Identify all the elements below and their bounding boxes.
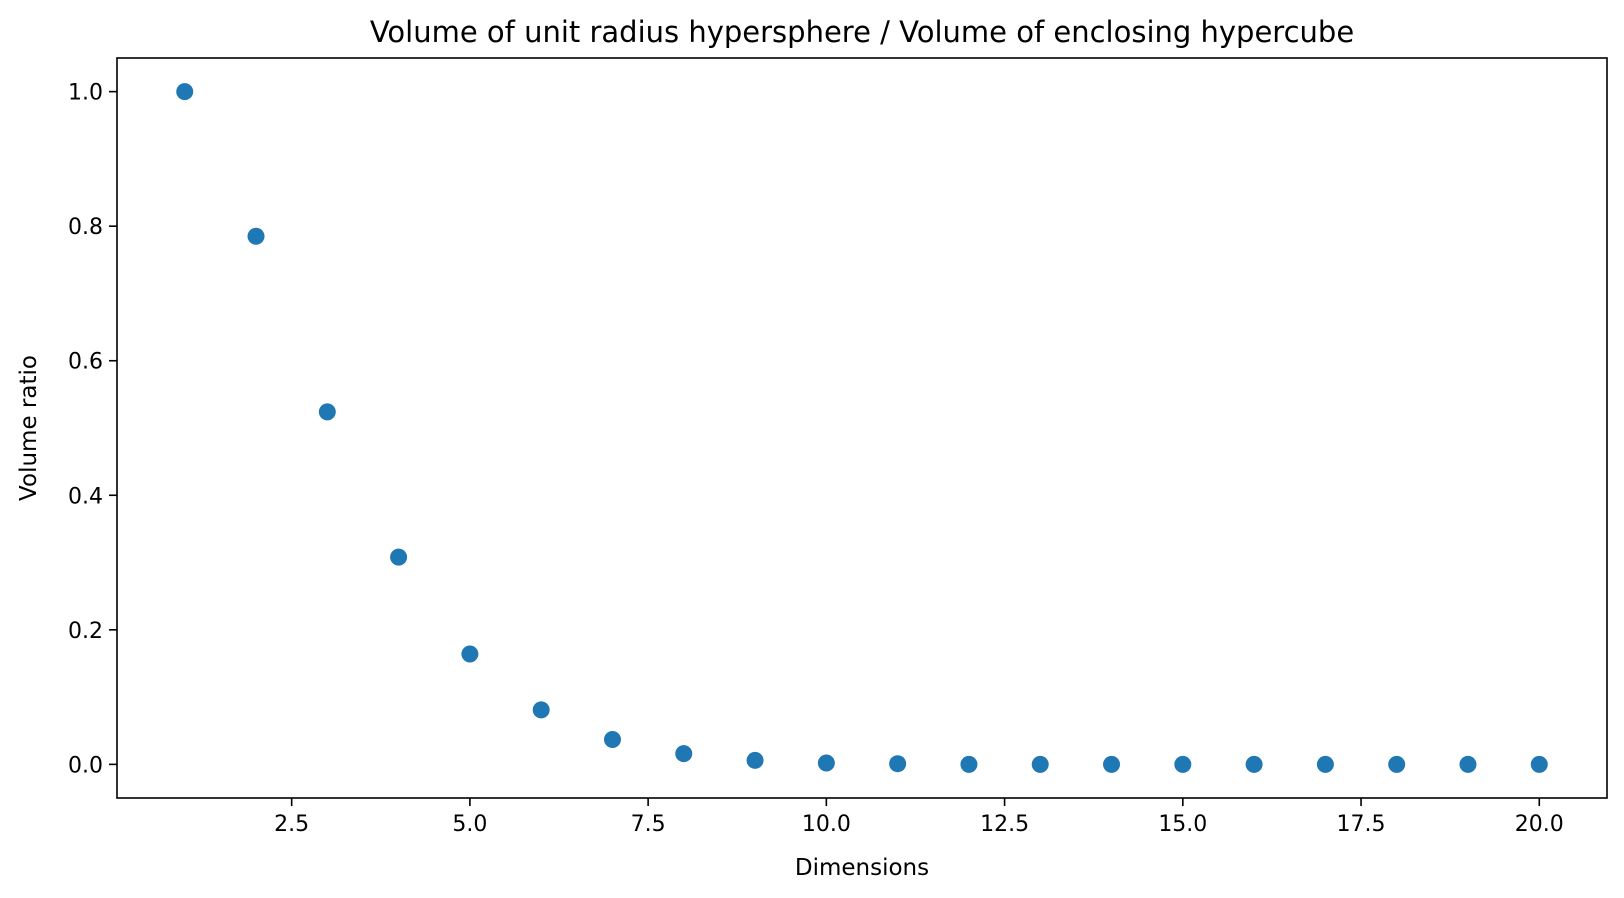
data-point — [889, 755, 907, 773]
data-point — [1388, 755, 1406, 773]
data-point — [1174, 755, 1192, 773]
y-axis-label: Volume ratio — [16, 355, 42, 501]
y-tick-label: 0.8 — [68, 215, 103, 240]
x-tick-label: 17.5 — [1337, 812, 1386, 837]
data-point — [1459, 755, 1477, 773]
data-point — [675, 745, 693, 763]
data-point — [746, 751, 764, 769]
data-point — [532, 701, 550, 719]
data-point — [247, 227, 265, 245]
data-point — [318, 403, 336, 421]
data-point — [817, 754, 835, 772]
y-tick-label: 0.6 — [68, 350, 103, 375]
axis-ticks: 2.5 5.0 7.5 10.0 12.5 15.0 17.5 20.0 0.0 0.2 0.4 0.… — [68, 81, 1564, 837]
data-point — [1103, 755, 1121, 773]
x-tick-label: 20.0 — [1515, 812, 1564, 837]
y-tick-label: 0.2 — [68, 619, 103, 644]
data-point — [390, 548, 408, 566]
chart-title: Volume of unit radius hypersphere / Volu… — [370, 15, 1354, 49]
data-point — [1316, 755, 1334, 773]
data-point — [461, 645, 479, 663]
y-tick-label: 0.4 — [68, 484, 103, 509]
data-point — [960, 755, 978, 773]
data-point — [1530, 755, 1548, 773]
data-point — [1245, 755, 1263, 773]
y-tick-label: 0.0 — [68, 753, 103, 778]
x-tick-label: 2.5 — [274, 812, 309, 837]
data-point — [603, 730, 621, 748]
x-axis-label: Dimensions — [795, 855, 929, 881]
data-point — [176, 83, 194, 101]
x-tick-label: 10.0 — [802, 812, 851, 837]
x-tick-label: 5.0 — [452, 812, 487, 837]
x-tick-label: 15.0 — [1158, 812, 1207, 837]
x-tick-label: 12.5 — [980, 812, 1029, 837]
data-point — [1031, 755, 1049, 773]
y-tick-label: 1.0 — [68, 81, 103, 106]
x-tick-label: 7.5 — [631, 812, 666, 837]
data-points — [176, 83, 1548, 773]
plot-area-frame — [116, 57, 1608, 799]
